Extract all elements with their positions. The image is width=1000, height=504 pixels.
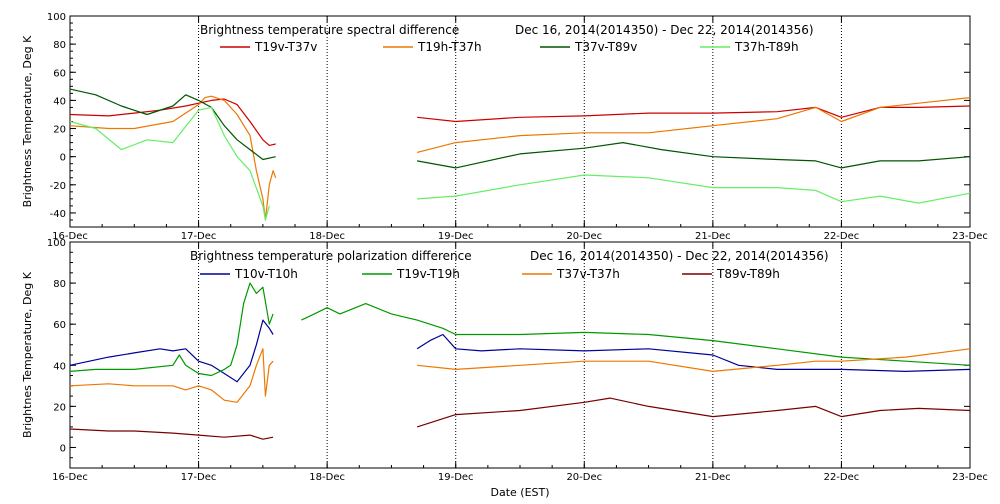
series-line-T19h-T37h [69,95,277,221]
y-tick-label: 80 [53,40,66,51]
x-tick-label: 21-Dec [695,231,731,242]
chart-date-range: Dec 16, 2014(2014350) - Dec 22, 2014(201… [515,23,814,37]
y-tick-label: 0 [60,153,66,164]
x-tick-label: 22-Dec [824,472,860,483]
x-tick-label: 18-Dec [309,231,345,242]
legend-label: T19v-T37v [254,40,317,54]
legend-label: T19v-T19h [396,267,460,281]
chart-title: Brightness temperature spectral differen… [200,23,459,37]
series-line-T19v-T37v [69,98,276,146]
y-tick-label: 100 [47,238,66,249]
x-tick-label: 18-Dec [309,472,345,483]
series-line-T89v-T89h [416,397,971,428]
series-line-T19h-T37h [416,97,971,153]
y-axis-label: Brightness Temperature, Deg K [21,35,34,207]
x-tick-label: 21-Dec [695,472,731,483]
series-line-T10v-T10h [69,319,274,383]
x-tick-label: 16-Dec [52,231,88,242]
legend-label: T37v-T89v [574,40,637,54]
y-axis-label: Brightnes Temperature, Deg K [21,271,34,438]
plot-frame [69,241,971,469]
y-tick-label: 20 [53,402,66,413]
chart-date-range: Dec 16, 2014(2014350) - Dec 22, 2014(201… [530,249,829,263]
legend-label: T37v-T37h [556,267,620,281]
y-tick-label: -40 [50,209,66,220]
y-tick-label: 40 [53,361,66,372]
chart-title: Brightness temperature polarization diff… [190,249,472,263]
x-tick-label: 20-Dec [566,472,602,483]
y-tick-label: -20 [50,181,66,192]
legend-label: T89v-T89h [716,267,780,281]
series-line-T37h-T89h [69,106,270,221]
series-line-T19v-T37v [417,105,971,123]
y-tick-label: 20 [53,125,66,136]
series-line-T37v-T89v [416,142,971,169]
x-tick-label: 19-Dec [438,231,474,242]
legend-label: T10v-T10h [234,267,298,281]
x-tick-label: 17-Dec [181,231,217,242]
x-tick-label: 22-Dec [824,231,860,242]
series-line-T19v-T19h [69,282,274,377]
y-tick-label: 40 [53,96,66,107]
y-tick-label: 100 [47,12,66,23]
legend-label: T19h-T37h [417,40,482,54]
series-line-T19v-T19h [301,303,971,366]
series-line-T37v-T37h [417,348,971,372]
y-tick-label: 0 [60,443,66,454]
series-line-T37v-T89v [69,88,276,161]
x-tick-label: 16-Dec [52,472,88,483]
series-line-T37h-T89h [417,174,971,204]
x-tick-label: 20-Dec [566,231,602,242]
series-line-T89v-T89h [69,428,274,440]
x-tick-label: 19-Dec [438,472,474,483]
legend-label: T37h-T89h [734,40,799,54]
plot-frame [69,15,971,228]
x-tick-label: 17-Dec [181,472,217,483]
y-tick-label: 60 [53,320,66,331]
series-line-T10v-T10h [416,333,971,372]
y-tick-label: 60 [53,68,66,79]
x-tick-label: 23-Dec [952,472,988,483]
y-tick-label: 80 [53,279,66,290]
x-axis-label: Date (EST) [490,486,549,499]
x-tick-label: 23-Dec [952,231,988,242]
series-line-T37v-T37h [69,348,274,403]
